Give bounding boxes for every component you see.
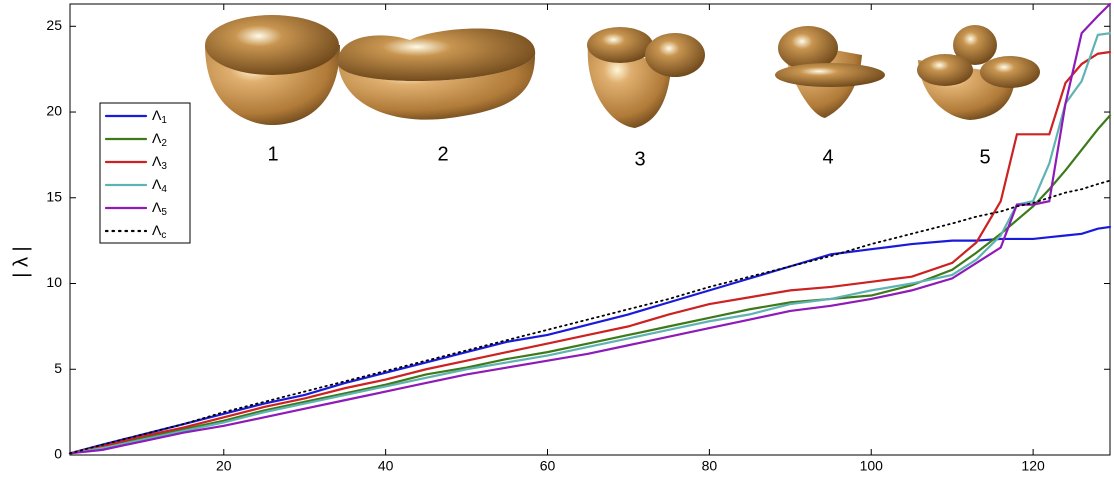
x-tick-label: 100: [860, 458, 884, 474]
shape-illustrations: [205, 15, 1040, 128]
chart: | λ | 05101520252040608010012012345Λ1Λ2Λ…: [0, 0, 1114, 478]
shape-label: 3: [634, 148, 645, 170]
y-axis-label: | λ |: [10, 246, 32, 278]
x-tick-label: 80: [702, 458, 718, 474]
y-tick-label: 0: [54, 446, 62, 462]
x-tick-label: 60: [540, 458, 556, 474]
series-line: [70, 115, 1110, 453]
y-tick-label: 25: [46, 17, 62, 33]
x-tick-label: 20: [216, 458, 232, 474]
series-line: [70, 181, 1110, 454]
y-tick-label: 5: [54, 360, 62, 376]
y-tick-label: 15: [46, 188, 62, 204]
y-tick-label: 20: [46, 103, 62, 119]
y-tick-label: 10: [46, 274, 62, 290]
shape-label: 5: [979, 146, 990, 168]
shape-label: 4: [822, 146, 833, 168]
shape-label: 1: [267, 143, 278, 165]
x-tick-label: 120: [1021, 458, 1045, 474]
x-tick-label: 40: [378, 458, 394, 474]
shape-label: 2: [437, 143, 448, 165]
legend-box: [100, 103, 190, 243]
